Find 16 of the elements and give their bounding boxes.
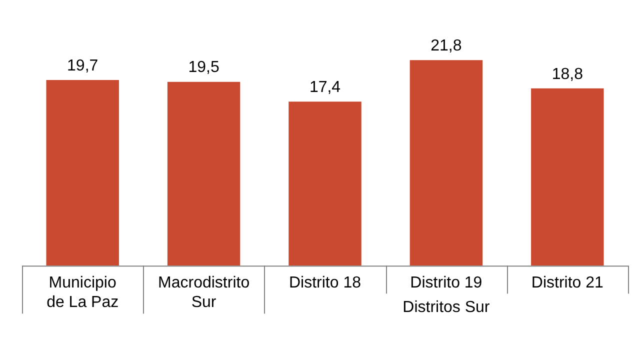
x-tick-label: Municipio de La Paz <box>46 274 119 311</box>
data-label: 19,5 <box>188 59 220 76</box>
text: Distritos Sur <box>402 299 490 316</box>
bar <box>167 82 240 266</box>
bar <box>531 88 604 266</box>
bar <box>410 60 483 266</box>
data-label: 18,8 <box>552 66 584 83</box>
x-tick-label: Distrito 18 <box>288 274 362 292</box>
bar <box>46 80 119 266</box>
data-label: 17,4 <box>309 79 341 96</box>
data-label: 21,8 <box>430 38 462 55</box>
x-tick-label: Distrito 19 <box>410 274 482 292</box>
data-label: 19,7 <box>67 57 98 74</box>
x-tick-label: Distrito 21 <box>531 274 604 292</box>
x-tick-label: Macrodistrito Sur <box>158 274 250 311</box>
bar <box>288 102 362 266</box>
